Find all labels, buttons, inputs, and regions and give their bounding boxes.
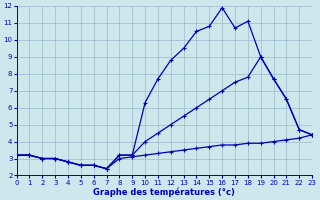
X-axis label: Graphe des températures (°c): Graphe des températures (°c)	[93, 187, 235, 197]
